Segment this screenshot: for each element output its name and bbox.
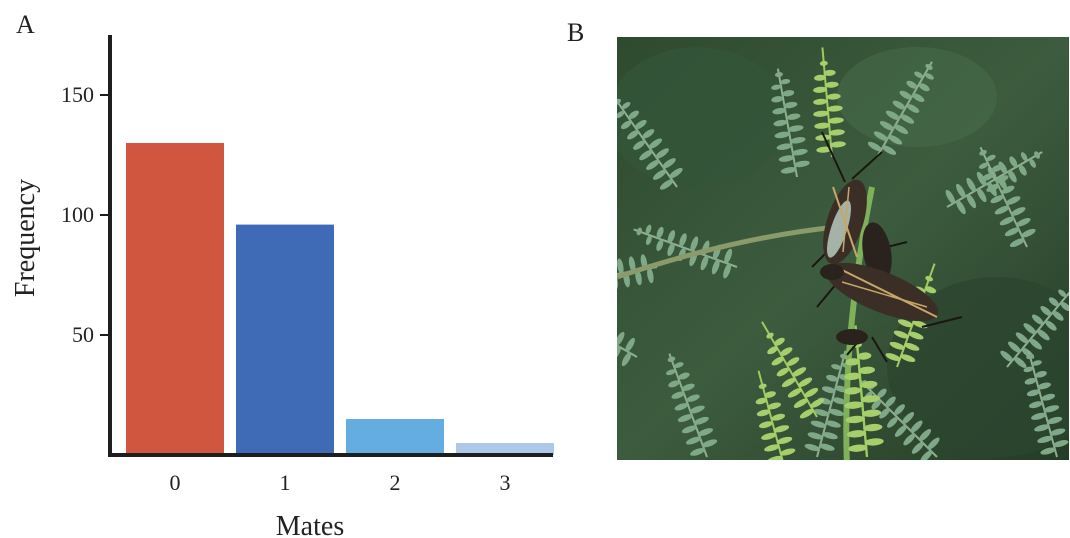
insect-photo — [617, 37, 1069, 460]
y-tick-label: 50 — [72, 322, 94, 347]
bar-2 — [346, 419, 444, 455]
y-axis-title: Frequency — [10, 179, 41, 297]
panel-label-b: B — [567, 18, 585, 47]
bar-0 — [126, 143, 224, 455]
x-tick-label: 2 — [390, 470, 401, 495]
insect-lower — [820, 262, 939, 345]
x-axis-title: Mates — [276, 511, 344, 538]
y-tick-label: 150 — [61, 82, 94, 107]
y-ticks-group: 50 100 150 — [61, 82, 110, 347]
x-tick-label: 3 — [500, 470, 511, 495]
x-tick-label: 1 — [280, 470, 291, 495]
bars-group — [126, 143, 554, 455]
panel-label-a: A — [16, 10, 35, 39]
bar-chart: 50 100 150 0 1 2 3 Mates Frequency — [10, 35, 554, 538]
x-ticks-group: 0 1 2 3 — [170, 470, 511, 495]
bar-1 — [236, 224, 334, 455]
photo-illustration — [617, 37, 1069, 460]
x-tick-label: 0 — [170, 470, 181, 495]
y-tick-label: 100 — [61, 202, 94, 227]
bar-3 — [456, 443, 554, 455]
